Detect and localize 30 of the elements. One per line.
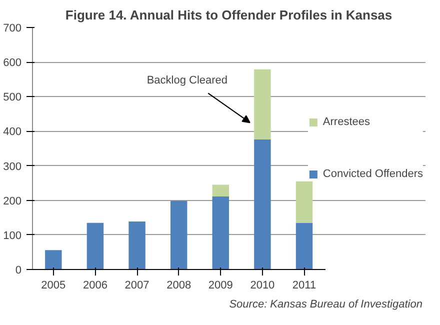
y-tick-label: 100 [3,230,22,242]
x-tick-label: 2005 [41,280,66,292]
bar [296,222,313,270]
bar [86,222,104,270]
bar [170,201,188,270]
y-tick-label: 300 [3,160,22,173]
x-tick-label: 2007 [124,280,150,292]
source-note: Source: Kansas Bureau of Investigation [229,298,422,310]
y-tick-label: 400 [3,126,22,138]
y-tick-label: 500 [3,92,22,104]
x-tick-label: 2006 [82,280,108,292]
bar [128,221,146,270]
annotation: Backlog Cleared [146,74,228,86]
y-tick-label: 700 [3,22,22,34]
x-tick-label: 2011 [292,280,316,292]
bar [45,250,62,270]
x-tick-label: 2010 [250,280,275,292]
x-tick-label: 2009 [208,280,233,292]
y-tick-label: 200 [3,195,22,208]
chart-title: Figure 14. Annual Hits to Offender Profiles in Kansas [65,8,392,22]
bar [254,69,271,140]
legend-label: Convicted Offenders [322,168,423,180]
legend-label: Arrestees [322,116,370,128]
bar [254,140,271,270]
y-tick-label: 600 [3,57,22,70]
x-tick-label: 2008 [166,280,192,292]
bar [212,196,229,270]
y-tick-label: 0 [15,264,22,276]
bar [212,184,229,197]
bar [296,181,313,223]
